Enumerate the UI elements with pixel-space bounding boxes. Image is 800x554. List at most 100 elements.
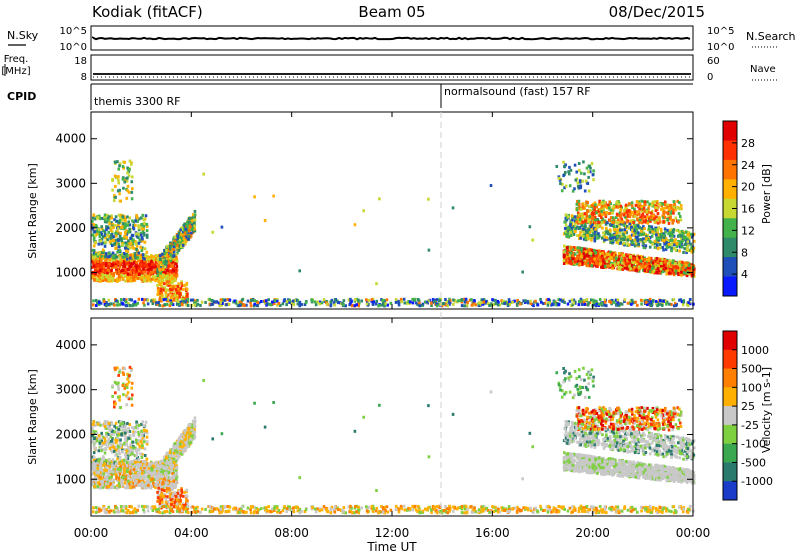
power-cell (161, 295, 164, 299)
power-cell (135, 260, 138, 264)
power-cell (129, 256, 132, 260)
power-cell (591, 262, 594, 266)
power-cell (586, 201, 589, 205)
power-cell (594, 203, 597, 207)
power-cell (583, 217, 587, 221)
power-cell (664, 230, 667, 234)
power-cell (181, 232, 185, 236)
power-cell (163, 287, 167, 291)
power-cell (163, 249, 167, 253)
power-cell (639, 259, 643, 263)
power-cell (571, 257, 575, 261)
power-cell (591, 173, 595, 177)
power-cell (127, 220, 131, 224)
power-cell (603, 238, 606, 242)
power-cell (109, 226, 113, 230)
power-cell (647, 225, 651, 229)
power-cell (378, 197, 381, 201)
power-cell (129, 271, 133, 275)
power-cell (600, 209, 604, 213)
power-cell (117, 175, 120, 179)
power-cell (606, 203, 610, 207)
power-cell (94, 272, 97, 276)
power-cell (123, 264, 126, 268)
power-cell (606, 265, 610, 269)
power-cell (290, 301, 294, 305)
power-cell (576, 199, 579, 203)
power-cell (605, 236, 608, 240)
power-cell (115, 232, 119, 236)
power-cell (675, 265, 678, 269)
power-cell (158, 277, 161, 281)
power-cell (156, 292, 159, 296)
power-cell (349, 297, 352, 301)
power-cell (287, 300, 291, 304)
power-cell (128, 263, 132, 267)
power-cell (147, 276, 150, 280)
power-cell (95, 269, 99, 273)
power-cell (649, 216, 653, 220)
power-cell (138, 238, 142, 242)
power-cell (153, 298, 157, 302)
power-cell (128, 230, 132, 234)
power-cell (570, 262, 573, 266)
power-cell (642, 239, 646, 243)
power-cell (653, 220, 656, 224)
power-cell (675, 271, 678, 275)
power-cell (583, 212, 587, 216)
power-cell (221, 301, 224, 305)
power-cell (473, 299, 476, 303)
power-cell (579, 207, 583, 211)
power-cell (342, 303, 345, 307)
power-cell (676, 270, 680, 274)
power-cell (596, 236, 599, 240)
power-cell (668, 271, 671, 275)
power-cell (110, 253, 113, 257)
power-cell (143, 222, 146, 226)
power-cell (598, 262, 602, 266)
power-cell (523, 300, 527, 304)
power-cell (171, 260, 175, 264)
power-cell (470, 303, 474, 307)
power-cell (666, 217, 669, 221)
power-cell (117, 221, 121, 225)
power-cell (174, 291, 178, 295)
power-cell (333, 303, 337, 307)
power-cell (597, 256, 601, 260)
y-tick-label: 2000 (55, 221, 86, 235)
power-cell (145, 258, 149, 262)
power-cell (105, 271, 109, 275)
power-cell (110, 268, 113, 272)
power-cell (137, 228, 141, 232)
power-cell (667, 261, 670, 265)
power-cell (654, 241, 657, 245)
power-cell (101, 235, 105, 239)
power-cell (185, 287, 189, 291)
power-cell (592, 219, 596, 223)
power-cell (660, 299, 664, 303)
power-cell (573, 260, 577, 264)
power-cell (129, 265, 132, 269)
power-cell (161, 252, 164, 256)
power-cell (159, 262, 163, 266)
power-cell (460, 304, 464, 308)
power-cell (557, 303, 560, 307)
power-cell (646, 299, 650, 303)
power-cell (651, 261, 655, 265)
power-cell (582, 252, 585, 256)
power-cell (269, 303, 273, 307)
power-cell (646, 269, 649, 273)
power-cell (622, 233, 625, 237)
power-cell (140, 223, 143, 227)
power-cell (685, 246, 689, 250)
power-cell (664, 247, 668, 251)
power-cell (116, 279, 119, 283)
power-cell (438, 299, 442, 303)
power-cell (589, 213, 592, 217)
power-cell (487, 302, 490, 306)
power-cell (394, 300, 398, 304)
power-cell (145, 254, 149, 258)
power-cell (580, 254, 583, 258)
power-cell (127, 245, 130, 249)
power-cell (639, 215, 642, 219)
